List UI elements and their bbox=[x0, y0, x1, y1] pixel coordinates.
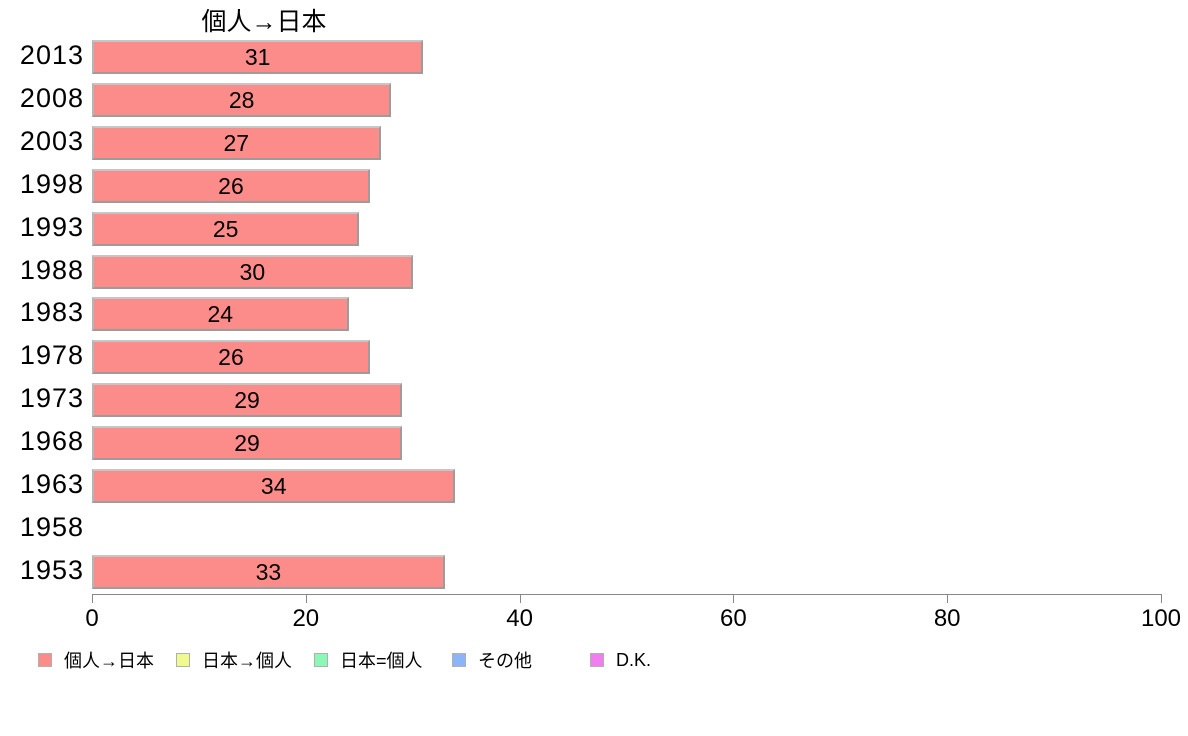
legend-label: 日本=個人 bbox=[340, 651, 423, 671]
bar-value-label: 26 bbox=[218, 344, 244, 371]
bar-1978 bbox=[92, 340, 370, 375]
bar-value-label: 31 bbox=[244, 44, 271, 70]
chart-title: 個人→日本 bbox=[201, 8, 327, 36]
x-tick-label: 60 bbox=[720, 605, 747, 632]
bar-2003 bbox=[92, 125, 381, 160]
bar-2008 bbox=[92, 82, 392, 117]
x-tick-label: 0 bbox=[85, 605, 99, 632]
bar-value-label: 28 bbox=[228, 86, 255, 113]
year-label: 1958 bbox=[19, 511, 84, 542]
bar-1983 bbox=[92, 297, 349, 332]
bar-1953 bbox=[92, 554, 445, 589]
year-label: 2013 bbox=[19, 40, 84, 70]
chart-row-1998: 1998 26 bbox=[0, 165, 1188, 208]
chart-row-1978: 1978 26 bbox=[0, 336, 1188, 379]
year-label: 1963 bbox=[19, 469, 84, 499]
x-tick-mark bbox=[519, 594, 521, 603]
year-label: 1998 bbox=[19, 168, 84, 199]
chart-row-1993: 1993 25 bbox=[0, 208, 1188, 251]
chart-row-1973: 1973 29 bbox=[0, 379, 1188, 422]
bar-value-label: 30 bbox=[239, 258, 266, 285]
legend-item: 日本=個人 bbox=[314, 647, 452, 673]
legend-label: その他 bbox=[478, 651, 532, 671]
chart-row-1958: 1958 bbox=[0, 508, 1188, 551]
bar-1968 bbox=[92, 426, 402, 461]
legend-swatch bbox=[590, 653, 604, 667]
chart-row-2013: 2013 31 bbox=[0, 36, 1188, 79]
x-tick-mark bbox=[733, 594, 735, 603]
bar-value-label: 27 bbox=[223, 129, 250, 156]
year-label: 1993 bbox=[19, 211, 84, 242]
legend-item: D.K. bbox=[590, 650, 651, 671]
x-tick-label: 40 bbox=[506, 605, 533, 632]
year-label: 1983 bbox=[19, 297, 84, 328]
bar-value-label: 25 bbox=[212, 215, 239, 242]
x-tick-mark bbox=[92, 594, 93, 603]
year-label: 2008 bbox=[19, 82, 84, 113]
legend-swatch bbox=[38, 653, 52, 667]
legend-label: D.K. bbox=[616, 649, 652, 670]
legend-item: 個人→日本 bbox=[38, 647, 176, 673]
legend-label: 日本→個人 bbox=[202, 651, 292, 671]
x-axis-line bbox=[92, 594, 1161, 595]
chart-row-2008: 2008 28 bbox=[0, 79, 1188, 122]
x-tick-mark bbox=[947, 594, 949, 603]
chart-row-1963: 1963 34 bbox=[0, 465, 1188, 508]
chart-row-1988: 1988 30 bbox=[0, 251, 1188, 294]
x-tick-label: 80 bbox=[933, 605, 961, 632]
bar-value-label: 24 bbox=[207, 301, 234, 328]
x-tick-mark bbox=[305, 594, 307, 603]
bar-value-label: 34 bbox=[260, 473, 287, 499]
chart-row-2003: 2003 27 bbox=[0, 122, 1188, 165]
chart-row-1983: 1983 24 bbox=[0, 293, 1188, 336]
bar-value-label: 33 bbox=[255, 558, 282, 585]
legend-item: 日本→個人 bbox=[176, 647, 314, 673]
year-label: 1978 bbox=[19, 340, 84, 371]
year-label: 1973 bbox=[19, 383, 84, 414]
chart-row-1953: 1953 33 bbox=[0, 551, 1188, 594]
bar-value-label: 29 bbox=[234, 430, 260, 457]
x-tick-mark bbox=[1161, 594, 1162, 603]
bar-2013 bbox=[92, 40, 424, 74]
bar-1963 bbox=[92, 469, 456, 503]
x-tick-label: 100 bbox=[1140, 605, 1182, 632]
year-label: 1968 bbox=[19, 426, 84, 457]
year-label: 2003 bbox=[19, 125, 84, 156]
legend-label: 個人→日本 bbox=[64, 651, 154, 671]
legend-item: その他 bbox=[452, 647, 590, 673]
bar-1973 bbox=[92, 383, 402, 418]
bar-1993 bbox=[92, 211, 360, 246]
legend: 個人→日本 日本→個人 日本=個人 その他 D.K. bbox=[38, 647, 651, 673]
chart-row-1968: 1968 29 bbox=[0, 422, 1188, 465]
x-tick-label: 20 bbox=[292, 605, 320, 632]
bar-1998 bbox=[92, 168, 370, 203]
legend-swatch bbox=[452, 653, 466, 667]
bar-value-label: 29 bbox=[234, 387, 260, 414]
bar-value-label: 26 bbox=[218, 172, 244, 199]
legend-swatch bbox=[176, 653, 190, 667]
legend-swatch bbox=[314, 653, 328, 667]
year-label: 1988 bbox=[19, 254, 84, 285]
year-label: 1953 bbox=[19, 554, 84, 585]
bar-1988 bbox=[92, 254, 413, 289]
